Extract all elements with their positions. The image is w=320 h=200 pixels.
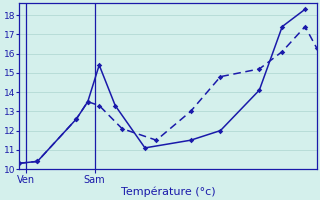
- X-axis label: Température (°c): Température (°c): [121, 186, 215, 197]
